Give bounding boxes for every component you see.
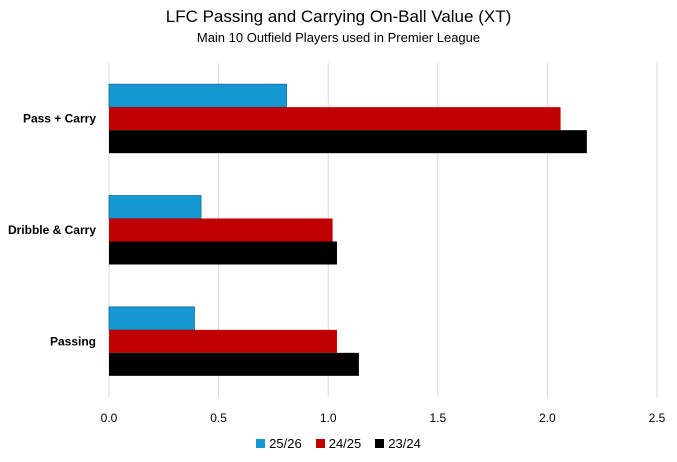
legend-swatch-25-26 xyxy=(256,439,266,448)
x-tick-label-5: 2.5 xyxy=(649,411,666,425)
chart-subtitle: Main 10 Outfield Players used in Premier… xyxy=(196,30,481,45)
legend-item-25-26: 25/26 xyxy=(256,436,302,451)
bar-23-24-1 xyxy=(109,241,337,265)
bar-25-26-0 xyxy=(108,83,287,108)
legend-label-24-25: 24/25 xyxy=(328,436,362,451)
bar-24-25-0 xyxy=(109,107,561,131)
x-tick-label-2: 1.0 xyxy=(320,411,337,425)
legend-label-23-24: 23/24 xyxy=(388,436,421,451)
bar-24-25-1 xyxy=(109,218,333,242)
bar-23-24-2 xyxy=(109,352,359,376)
bar-23-24-0 xyxy=(109,130,587,154)
x-tick-label-4: 2.0 xyxy=(539,411,556,425)
legend-item-23-24: 23/24 xyxy=(375,436,421,451)
y-category-label-0: Pass + Carry xyxy=(23,112,96,126)
bar-24-25-2 xyxy=(109,329,337,353)
legend-swatch-24-25 xyxy=(315,439,325,448)
legend-label-25-26: 25/26 xyxy=(269,436,302,451)
chart-title: LFC Passing and Carrying On-Ball Value (… xyxy=(165,7,512,26)
bar-25-26-2 xyxy=(108,306,195,331)
y-category-label-2: Passing xyxy=(50,334,96,348)
bar-25-26-1 xyxy=(108,195,202,219)
x-tick-label-3: 1.5 xyxy=(429,411,446,425)
legend-swatch-23-24 xyxy=(375,439,385,448)
legend-item-24-25: 24/25 xyxy=(315,436,362,451)
y-category-label-1: Dribble & Carry xyxy=(8,223,96,237)
x-tick-label-0: 0.0 xyxy=(101,411,118,425)
x-tick-label-1: 0.5 xyxy=(210,411,227,425)
legend: 25/26 24/25 23/24 xyxy=(0,436,677,451)
